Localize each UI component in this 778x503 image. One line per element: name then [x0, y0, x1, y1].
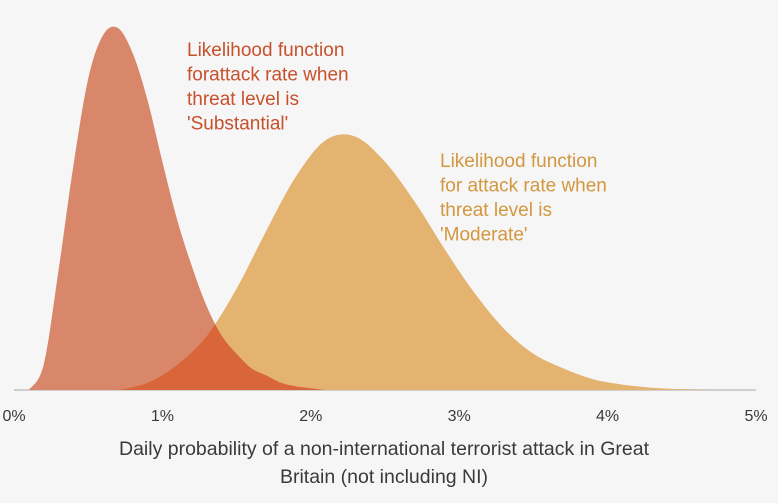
annotation-line: 'Substantial' — [187, 114, 288, 135]
x-tick-label: 4% — [596, 408, 619, 425]
annotation-line: Likelihood function — [187, 40, 344, 61]
x-tick-label: 1% — [151, 408, 174, 425]
annotation-line: threat level is — [187, 89, 299, 110]
x-tick-label: 0% — [2, 408, 25, 425]
area-moderate — [117, 134, 712, 390]
x-axis-label-line-1: Daily probability of a non-international… — [119, 438, 650, 460]
annotation-line: 'Moderate' — [440, 225, 528, 246]
annotation-moderate: Likelihood function for attack rate when t… — [440, 151, 607, 246]
annotation-substantial: Likelihood function forattack rate when th… — [187, 40, 349, 135]
annotation-line: for attack rate when — [440, 176, 607, 197]
annotation-line: Likelihood function — [440, 151, 597, 172]
x-tick-label: 3% — [448, 408, 471, 425]
x-tick-label: 5% — [744, 408, 767, 425]
area-substantial — [28, 26, 326, 391]
x-tick-label: 2% — [299, 408, 322, 425]
annotation-line: forattack rate when — [187, 65, 349, 86]
annotation-line: threat level is — [440, 200, 552, 221]
x-axis-label-line-2: Britain (not including NI) — [280, 466, 488, 488]
